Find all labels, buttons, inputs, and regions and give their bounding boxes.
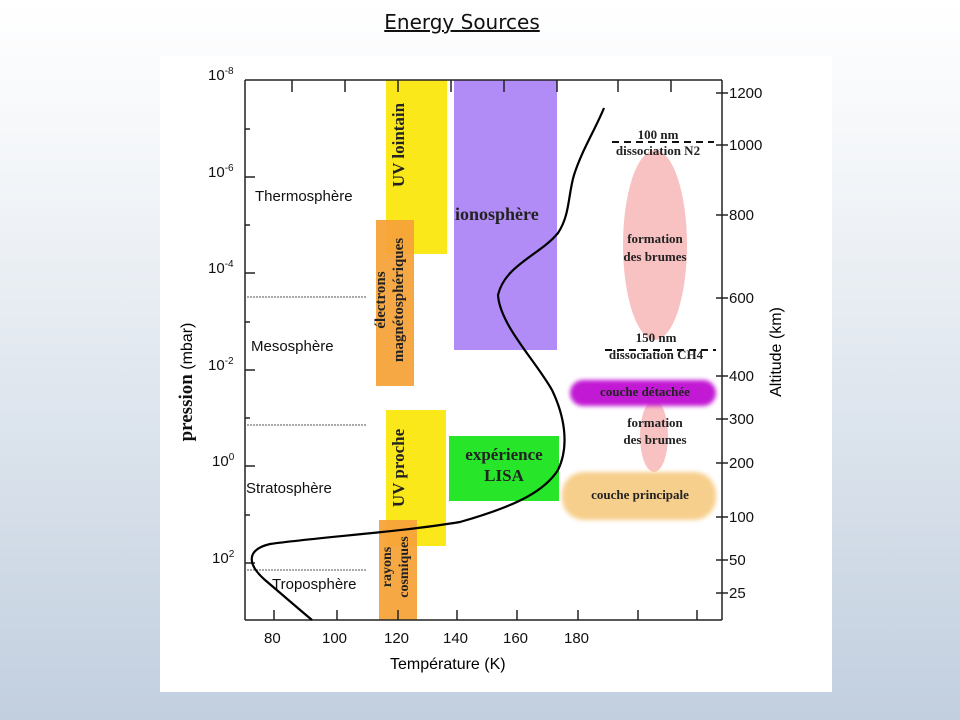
layer-thermosphere: Thermosphère [255,188,353,205]
detached-layer-label: couche détachée [600,384,690,399]
layer-troposphere: Troposphère [272,576,357,593]
ionosphere-region [454,80,557,350]
lower-haze-label: formation des brumes [623,415,687,447]
pressure-tick: 102 [212,549,235,567]
lisa-label: expérience LISA [465,445,543,485]
x-tick: 180 [564,630,590,647]
x-tick: 140 [443,630,469,647]
temperature-profile-curve [250,107,606,621]
altitude-axis-label: Altitude (km) [768,307,785,397]
main-layer-label: couche principale [591,487,689,502]
uv-near-label: UV proche [389,428,408,508]
pressure-tick: 10-2 [208,356,234,374]
altitude-tick: 800 [729,207,755,224]
x-tick: 100 [322,630,348,647]
detached-layer [570,380,716,406]
pressure-axis-label: pression (mbar) [176,322,197,442]
pressure-tick: 100 [212,452,235,470]
altitude-tick: 50 [729,552,746,569]
ionosphere-label: ionosphère [455,204,539,224]
upper-haze-label: formation des brumes [623,231,687,264]
altitude-tick: 1000 [729,137,763,154]
altitude-tick: 1200 [729,85,763,102]
electrons-label: électrons magnétosphériques [373,237,407,363]
cosmic-rays-region [379,520,417,620]
slide-title: Energy Sources [384,10,540,34]
main-layer [562,472,716,520]
layer-stratosphere: Stratosphère [246,480,332,497]
layer-mesosphere: Mesosphère [251,338,334,355]
altitude-tick: 100 [729,509,755,526]
n2-dissociation-label: 100 nm dissociation N2 [615,127,701,158]
pressure-tick: 10-6 [208,163,234,181]
temperature-axis-label: Température (K) [390,656,506,673]
altitude-tick: 400 [729,368,755,385]
x-tick: 160 [503,630,529,647]
x-tick: 120 [384,630,410,647]
altitude-tick: 600 [729,290,755,307]
uv-far-label: UV lointain [389,102,408,188]
electrons-region [376,220,414,386]
altitude-tick: 300 [729,411,755,428]
cosmic-rays-label: rayons cosmiques [380,536,412,598]
altitude-tick: 200 [729,455,755,472]
altitude-tick: 25 [729,585,746,602]
ch4-dissociation-label: 150 nm dissociation CH4 [608,330,704,362]
x-tick: 80 [264,630,281,647]
lower-haze-ellipse [640,400,668,472]
pressure-tick: 10-8 [208,66,234,84]
pressure-tick: 10-4 [208,259,234,277]
lisa-region [449,436,559,501]
upper-haze-ellipse [623,150,687,340]
